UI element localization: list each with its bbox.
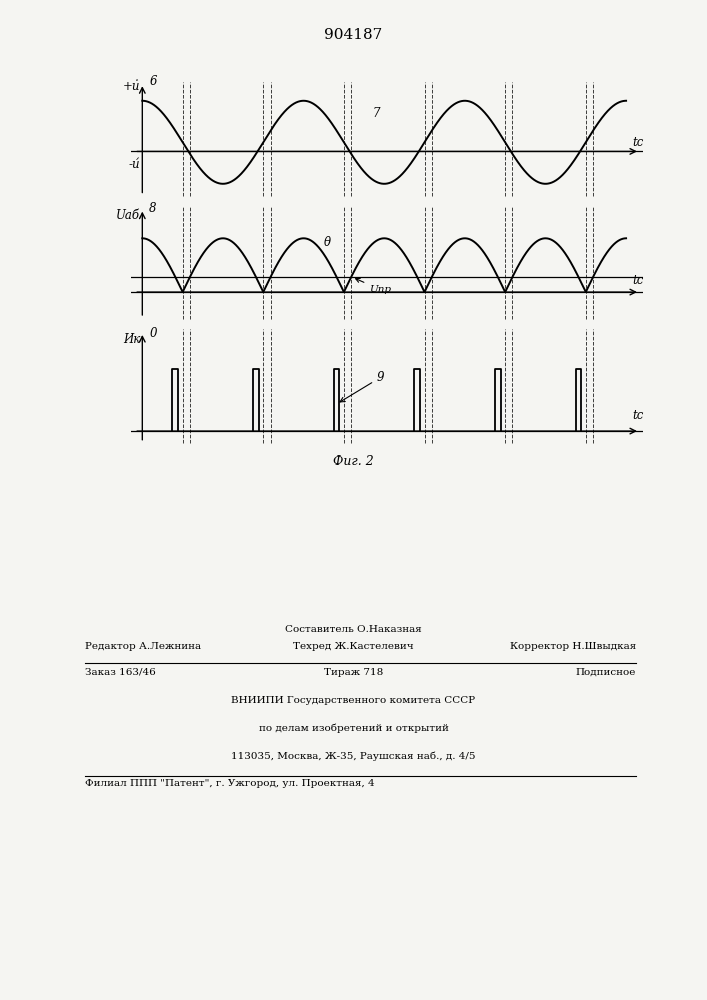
Text: Составитель О.Наказная: Составитель О.Наказная xyxy=(285,625,422,634)
Text: Фиг. 2: Фиг. 2 xyxy=(333,455,374,468)
Text: Корректор Н.Швыдкая: Корректор Н.Швыдкая xyxy=(510,642,636,651)
Text: -и́: -и́ xyxy=(129,158,140,171)
Text: Редактор А.Лежнина: Редактор А.Лежнина xyxy=(85,642,201,651)
Text: Uаб: Uаб xyxy=(116,209,140,222)
Text: Техред Ж.Кастелевич: Техред Ж.Кастелевич xyxy=(293,642,414,651)
Text: Ик: Ик xyxy=(123,333,140,346)
Text: ВНИИПИ Государственного комитета СССР: ВНИИПИ Государственного комитета СССР xyxy=(231,696,476,705)
Text: Заказ 163/46: Заказ 163/46 xyxy=(85,668,156,677)
Text: 9: 9 xyxy=(340,371,385,402)
Text: 904187: 904187 xyxy=(325,28,382,42)
Text: 7: 7 xyxy=(373,107,380,120)
Text: tc: tc xyxy=(632,409,643,422)
Text: 113035, Москва, Ж-35, Раушская наб., д. 4/5: 113035, Москва, Ж-35, Раушская наб., д. … xyxy=(231,752,476,761)
Text: tc: tc xyxy=(632,136,643,149)
Text: tc: tc xyxy=(632,274,643,287)
Text: Uпр: Uпр xyxy=(356,278,391,294)
Text: 6: 6 xyxy=(149,75,157,88)
Text: по делам изобретений и открытий: по делам изобретений и открытий xyxy=(259,724,448,733)
Text: Тираж 718: Тираж 718 xyxy=(324,668,383,677)
Text: Филиал ППП "Патент", г. Ужгород, ул. Проектная, 4: Филиал ППП "Патент", г. Ужгород, ул. Про… xyxy=(85,779,375,788)
Text: 8: 8 xyxy=(149,202,157,215)
Text: +и̇: +и̇ xyxy=(122,80,140,93)
Text: Подписное: Подписное xyxy=(576,668,636,677)
Text: 0: 0 xyxy=(149,327,157,340)
Text: θ: θ xyxy=(325,236,332,249)
